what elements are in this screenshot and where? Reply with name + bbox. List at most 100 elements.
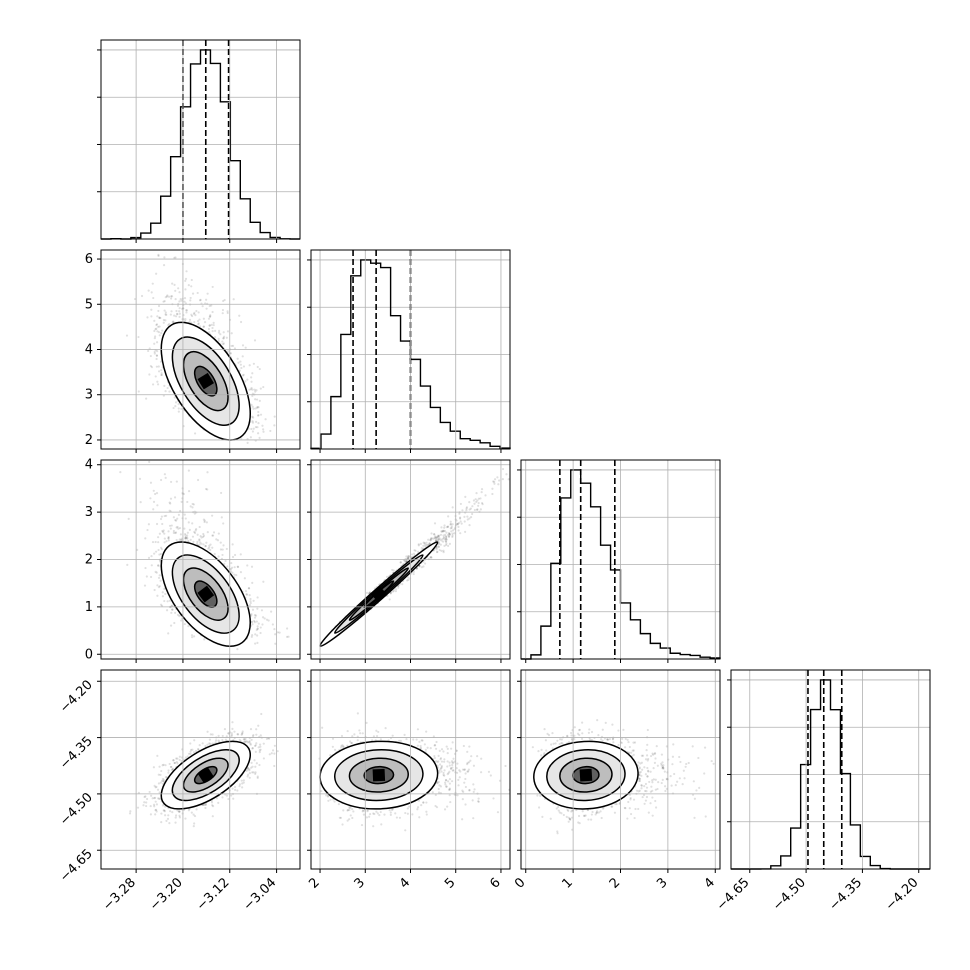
sample-point [157,370,161,373]
sample-point [262,385,265,389]
sample-point [157,548,160,552]
sample-point [160,373,163,376]
sample-point [444,535,448,538]
sample-point [250,565,254,568]
sample-point [206,471,209,474]
sample-point [251,388,254,391]
sample-point [407,576,410,579]
sample-point [163,309,166,312]
sample-point [152,500,156,503]
sample-point [160,372,163,375]
sample-point [157,365,160,368]
sample-point [159,603,163,606]
sample-point [156,594,159,597]
sample-point [149,575,153,579]
y-tick-label: 2 [85,553,93,568]
sample-point [258,436,261,439]
sample-point [184,288,187,291]
sample-point [244,380,247,383]
sample-point [244,590,248,593]
sample-point [164,311,167,314]
sample-point [233,566,236,569]
sample-point [156,504,159,507]
sample-point [209,543,212,546]
x-tick-label: −4.35 [826,875,865,914]
sample-point [203,520,206,524]
sample-point [180,407,183,410]
sample-point [254,407,257,410]
sample-point [156,315,159,318]
sample-point [222,544,225,547]
sample-point [164,319,167,322]
sample-point [184,517,187,520]
sample-point [405,559,408,563]
sample-point [199,541,202,544]
sample-point [165,295,169,298]
sample-point [208,315,211,318]
sample-point [161,591,164,594]
sample-point [219,548,223,551]
sample-point [162,300,165,303]
sample-point [144,566,147,570]
sample-point [202,543,205,546]
sample-point [255,389,258,392]
sample-point [247,587,251,590]
sample-point [155,272,158,275]
sample-point [459,516,462,519]
sample-point [148,347,151,350]
sample-point [225,336,228,339]
sample-point [163,537,166,540]
hist-0-x-ticks [135,40,278,243]
sample-point [252,599,255,602]
sample-point [265,618,269,621]
sample-point [187,490,191,493]
sample-point [154,335,157,338]
sample-point [407,555,410,558]
sample-point [153,552,156,555]
sample-point [193,512,196,515]
sample-point [422,565,425,568]
sample-point [251,392,254,395]
sample-point [195,309,198,313]
sample-point [172,406,175,410]
sample-point [257,414,260,417]
sample-point [167,539,170,542]
sample-point [147,289,150,292]
sample-point [186,531,189,534]
sample-point [198,543,201,546]
sample-point [258,399,261,402]
sample-point [209,315,212,318]
sample-point [191,292,195,295]
sample-point [191,535,195,538]
sample-point [168,322,171,326]
sample-point [256,607,259,610]
sample-point [256,627,259,630]
sample-point [217,331,221,334]
sample-point [215,538,218,541]
sample-point [448,533,452,536]
sample-point [156,584,159,587]
sample-point [200,536,203,539]
sample-point [451,534,454,537]
sample-point [211,514,214,517]
sample-point [417,543,420,546]
sample-point [162,529,165,532]
sample-point [224,559,227,563]
sample-point [233,347,237,350]
sample-point [158,585,161,588]
sample-point [241,374,245,377]
sample-point [159,517,163,521]
hist-1-x-ticks [319,250,502,453]
sample-point [178,310,181,313]
sample-point [151,383,155,386]
sample-point [437,545,440,548]
panel-2-1-points [319,467,510,647]
sample-point [154,328,157,331]
sample-point [170,611,173,614]
sample-point [236,357,239,360]
sample-point [221,343,225,346]
sample-point [425,541,428,544]
sample-point [249,436,252,439]
sample-point [222,299,225,303]
